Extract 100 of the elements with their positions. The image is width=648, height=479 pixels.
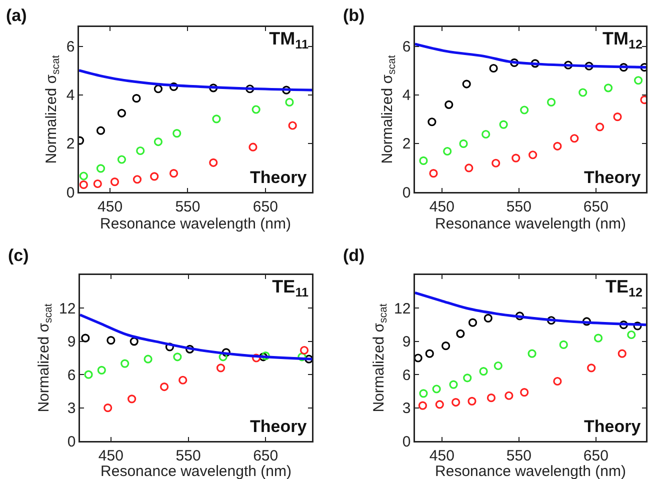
point [298,352,306,362]
point [258,352,268,362]
point [578,88,588,97]
point [619,320,628,330]
chart-title: TM$_{12}$ [602,28,643,52]
point [169,169,178,178]
point [160,382,169,392]
text: (a) [6,6,27,25]
point [486,394,496,402]
x-tick-label: 650 [583,198,608,216]
point [173,352,182,362]
y-tick-label: 0 [402,184,411,202]
point [619,62,628,72]
point [494,361,502,370]
point [106,336,116,345]
point [528,150,538,160]
point [442,342,450,350]
annotation: Theory [584,417,642,436]
x-tick-label: 650 [252,198,278,216]
point [282,86,291,94]
point [415,354,422,362]
point [261,351,270,360]
annotation: Theory [584,168,642,187]
point [96,164,106,173]
point [520,106,529,114]
point [209,84,218,92]
point [570,134,579,143]
point [300,346,309,355]
point [216,364,226,372]
point [154,84,163,94]
point [84,370,93,379]
x-tick-label: 550 [506,198,532,216]
point [553,142,562,150]
point [117,108,126,118]
point [252,105,260,114]
point [246,84,254,94]
point [150,172,159,181]
annotation: Theory [250,168,308,187]
point [128,394,136,404]
point [582,317,592,326]
point [120,359,130,368]
point [627,330,636,340]
point [452,398,460,407]
point [304,354,312,364]
point [512,154,520,162]
y-tick-label: 0 [67,433,76,450]
point [144,354,152,364]
point [432,384,441,394]
point [178,376,188,384]
point [504,391,514,400]
point [444,100,454,109]
y-tick-label: 4 [66,87,75,104]
y-tick-label: 6 [66,38,75,56]
point [248,142,258,152]
point [252,354,261,362]
point [530,59,540,68]
point [418,401,427,410]
point [546,98,556,107]
point [468,318,478,327]
point [110,178,120,186]
point [81,334,90,342]
x-axis-title: Resonance wavelength (nm) [100,463,292,479]
point [468,396,476,406]
point [604,84,613,92]
chart-title: TM$_{11}$ [269,28,309,52]
point [425,349,434,358]
point [564,60,573,70]
point [492,158,500,168]
y-tick-label: 12 [59,300,76,318]
x-tick-label: 550 [175,198,200,216]
point [462,80,471,88]
point [130,337,138,346]
point [419,389,428,398]
point [132,175,142,184]
x-tick-label: 550 [176,447,201,464]
point [528,349,536,358]
point [464,164,474,172]
text: (b) [343,6,365,25]
x-axis-title: Resonance wavelength (nm) [100,215,291,232]
point [96,126,106,135]
y-tick-label: 6 [402,366,411,384]
text: (c) [8,246,29,265]
point [209,158,218,167]
y-tick-label: 3 [402,400,411,418]
point [186,344,194,354]
point [419,156,428,165]
text: (d) [343,246,365,265]
y-tick-label: 12 [394,300,411,318]
point [618,349,626,358]
point [443,146,452,156]
x-tick-label: 450 [98,198,123,216]
point [459,139,468,148]
x-axis-title: Resonance wavelength (nm) [435,463,626,479]
point [97,366,106,374]
chart-title: TE$_{11}$ [272,276,309,300]
point [634,76,643,85]
y-tick-label: 0 [66,184,75,202]
chart-title: TE$_{12}$ [606,276,643,300]
point [546,316,556,325]
y-tick-label: 9 [67,334,76,351]
